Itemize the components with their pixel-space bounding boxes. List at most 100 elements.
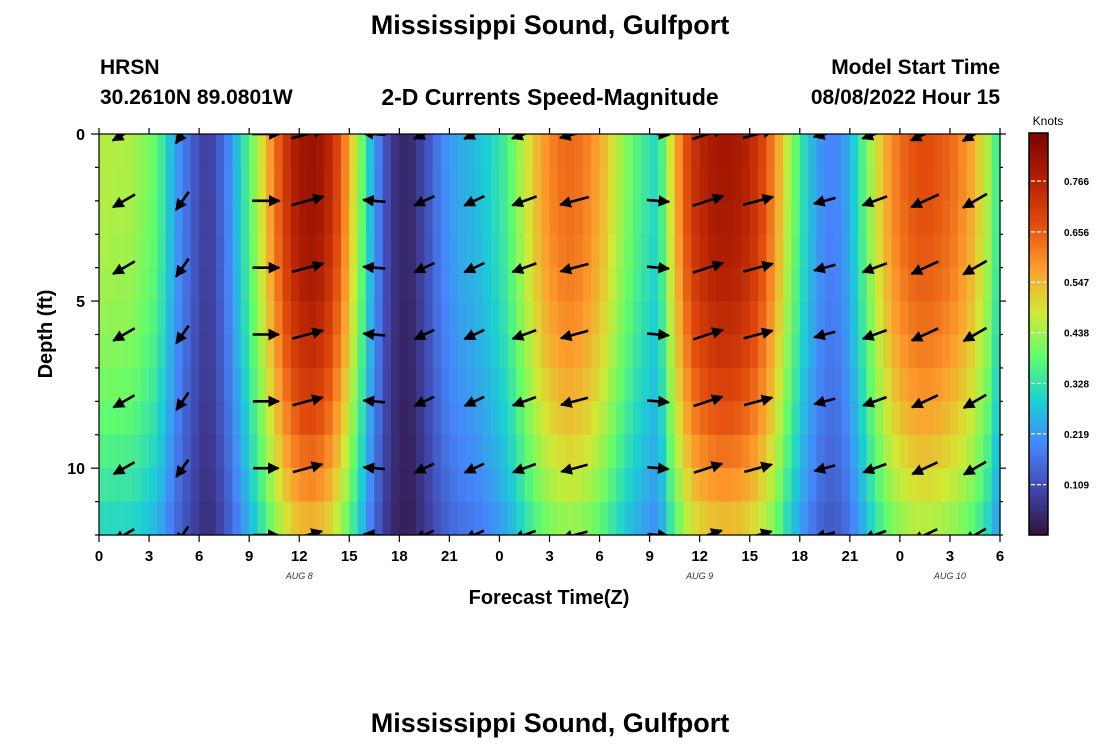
heatmap-cell	[182, 501, 192, 536]
heatmap-cell	[149, 501, 158, 536]
current-vector	[112, 394, 136, 409]
heatmap-cell	[774, 134, 784, 169]
heatmap-cell	[649, 434, 659, 469]
heatmap-cell	[566, 134, 576, 169]
heatmap-cell	[290, 501, 300, 536]
heatmap-cell	[224, 134, 234, 169]
heatmap-cell	[115, 301, 125, 336]
heatmap-cell	[624, 200, 634, 235]
heatmap-cell	[374, 401, 384, 436]
heatmap-cell	[299, 334, 309, 369]
heatmap-cell	[858, 434, 868, 469]
heatmap-cell	[165, 401, 175, 436]
heatmap-cell	[916, 234, 926, 269]
heatmap-cell	[766, 134, 776, 169]
heatmap-cell	[666, 167, 676, 202]
heatmap-cell	[874, 501, 884, 536]
heatmap-cell	[382, 134, 392, 169]
heatmap-cell	[799, 134, 809, 169]
heatmap-cell	[607, 468, 617, 503]
heatmap-cell	[315, 468, 325, 503]
heatmap-cell	[499, 200, 509, 235]
heatmap-cell	[691, 401, 701, 436]
heatmap-cell	[557, 367, 567, 402]
heatmap-cell	[924, 401, 934, 436]
heatmap-cell	[374, 501, 384, 536]
heatmap-cell	[299, 200, 309, 235]
heatmap-cell	[466, 434, 476, 469]
heatmap-cell	[958, 468, 968, 503]
heatmap-cell	[357, 401, 367, 436]
heatmap-cell	[766, 367, 776, 402]
heatmap-cell	[624, 501, 634, 536]
heatmap-cell	[549, 134, 559, 169]
heatmap-cell	[307, 334, 317, 369]
heatmap-cell	[766, 401, 776, 436]
heatmap-cell	[249, 167, 259, 202]
heatmap-cell	[624, 234, 634, 269]
heatmap-cell	[883, 434, 893, 469]
heatmap-cell	[874, 301, 884, 336]
current-vector	[862, 529, 887, 535]
heatmap-cell	[140, 468, 150, 503]
heatmap-cell	[157, 234, 167, 269]
current-vector	[861, 262, 888, 274]
heatmap-cell	[507, 167, 517, 202]
heatmap-cell	[791, 468, 801, 503]
heatmap-cell	[174, 134, 184, 169]
current-vector	[862, 462, 887, 475]
heatmap-cell	[499, 301, 509, 336]
heatmap-cell	[924, 200, 934, 235]
heatmap-cell	[149, 468, 158, 503]
heatmap-cell	[991, 334, 1001, 369]
heatmap-cell	[482, 134, 492, 169]
heatmap-cell	[549, 167, 559, 202]
heatmap-cell	[682, 234, 692, 269]
heatmap-cell	[482, 468, 492, 503]
heatmap-cell	[240, 167, 250, 202]
heatmap-cell	[157, 267, 167, 302]
heatmap-cell	[574, 468, 584, 503]
heatmap-cell	[232, 167, 242, 202]
heatmap-cell	[657, 167, 667, 202]
heatmap-cell	[149, 134, 158, 169]
heatmap-cell	[749, 267, 759, 302]
heatmap-cell	[966, 334, 976, 369]
heatmap-cell	[399, 468, 409, 503]
heatmap-cell	[432, 401, 442, 436]
heatmap-cell	[774, 434, 784, 469]
heatmap-cell	[232, 134, 242, 169]
current-vector	[910, 260, 939, 276]
heatmap-cell	[849, 267, 859, 302]
heatmap-cell	[157, 401, 167, 436]
x-tick-label: 15	[741, 548, 758, 565]
current-vector	[512, 462, 537, 475]
heatmap-cell	[390, 301, 400, 336]
heatmap-cell	[733, 200, 742, 235]
heatmap-cell	[958, 267, 968, 302]
heatmap-cell	[382, 401, 392, 436]
heatmap-cell	[499, 434, 509, 469]
heatmap-cell	[466, 234, 476, 269]
heatmap-cell	[182, 468, 192, 503]
heatmap-cell	[866, 434, 876, 469]
heatmap-cell	[140, 367, 150, 402]
heatmap-cell	[199, 468, 209, 503]
heatmap-cell	[424, 134, 434, 169]
heatmap-cell	[315, 200, 325, 235]
heatmap-cell	[632, 334, 642, 369]
heatmap-cell	[482, 367, 492, 402]
heatmap-cell	[899, 167, 909, 202]
heatmap-cell	[816, 301, 826, 336]
heatmap-cell	[758, 367, 767, 402]
heatmap-cell	[699, 301, 709, 336]
heatmap-cell	[616, 134, 626, 169]
heatmap-cell	[599, 334, 609, 369]
heatmap-cell	[791, 334, 801, 369]
heatmap-cell	[908, 134, 918, 169]
heatmap-cell	[949, 334, 959, 369]
heatmap-cell	[641, 401, 651, 436]
heatmap-cell	[357, 167, 367, 202]
heatmap-cell	[924, 334, 934, 369]
heatmap-cell	[766, 334, 776, 369]
